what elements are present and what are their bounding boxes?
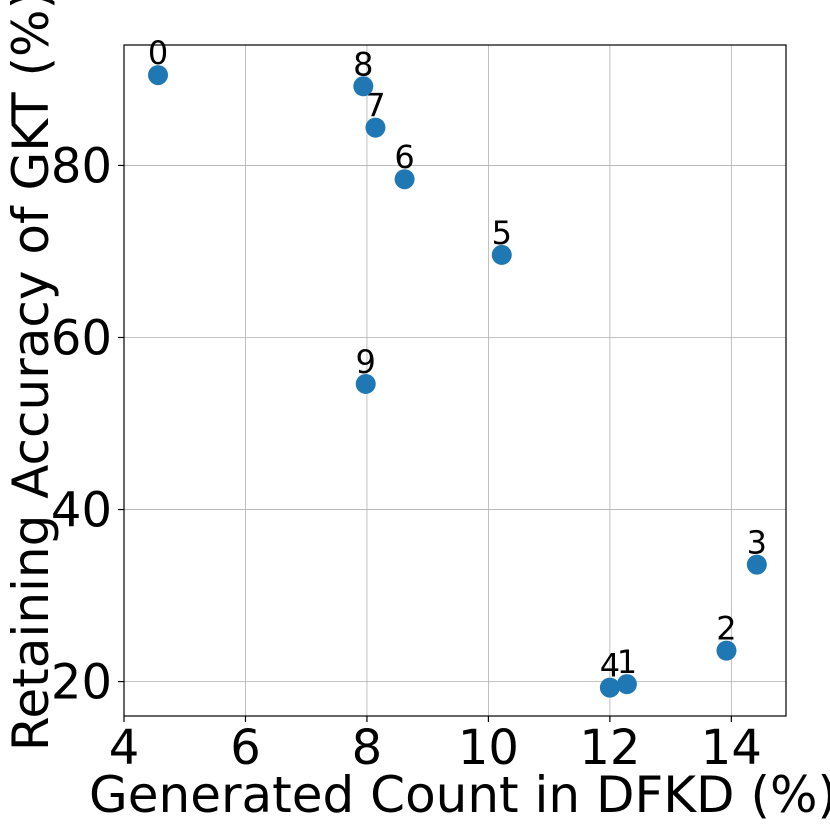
data-point [355, 373, 376, 394]
y-tick-label: 80 [51, 138, 112, 194]
x-axis-label: Generated Count in DFKD (%) [89, 766, 830, 824]
point-label: 3 [747, 524, 767, 562]
data-points: 0 1 2 3 4 5 67 8 9 [148, 34, 767, 698]
point-label: 5 [492, 214, 512, 252]
y-tick-label: 60 [51, 310, 112, 366]
y-tick-label: 40 [51, 483, 112, 539]
plot-frame [123, 44, 787, 717]
data-point [616, 674, 637, 695]
data-point [599, 677, 620, 698]
data-point [491, 244, 512, 265]
point-label: 4 [600, 647, 620, 685]
data-point [353, 76, 374, 97]
data-point [394, 169, 415, 190]
y-tick-label: 20 [51, 655, 112, 711]
point-label: 7 [365, 87, 385, 125]
y-axis-label: Retaining Accuracy of GKT (%) [2, 0, 60, 751]
data-point [148, 65, 169, 86]
x-tick-label: 10 [458, 720, 519, 776]
data-point [746, 554, 767, 575]
point-label: 9 [356, 343, 376, 381]
point-label: 6 [394, 138, 414, 176]
point-label: 2 [716, 610, 736, 648]
x-tick-label: 8 [352, 720, 383, 776]
data-point [365, 117, 386, 138]
x-tick-label: 12 [579, 720, 640, 776]
point-label: 0 [148, 34, 168, 72]
x-tick-label: 6 [230, 720, 261, 776]
x-tick-label: 4 [109, 720, 140, 776]
grid [123, 45, 786, 716]
x-tick-label: 14 [701, 720, 762, 776]
point-label: 1 [617, 643, 637, 681]
point-label: 8 [353, 45, 373, 83]
data-point [716, 640, 737, 661]
